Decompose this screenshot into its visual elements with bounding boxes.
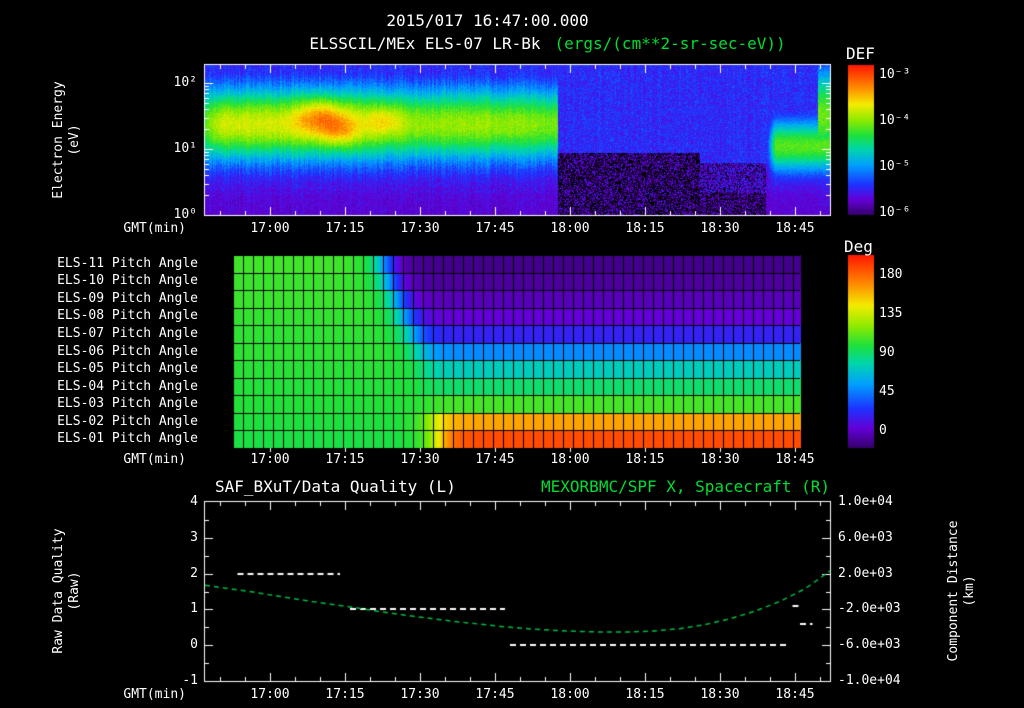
- colorbar-tick-label: 180: [879, 267, 903, 282]
- pitch-row-label: ELS-08 Pitch Angle: [57, 308, 198, 323]
- deg-colorbar-title: Deg: [844, 237, 873, 256]
- axis-title-line1: Electron Energy: [51, 81, 66, 199]
- x-tick-label: 18:15: [625, 221, 665, 236]
- x-tick-label: 17:45: [475, 687, 515, 702]
- x-tick-label: 18:00: [550, 687, 590, 702]
- left-axis-tick-label: -1: [182, 673, 198, 688]
- left-axis-tick-label: 1: [190, 601, 198, 616]
- x-tick-label: 18:15: [625, 452, 665, 467]
- x-tick-label: 17:30: [400, 687, 440, 702]
- instrument-title: ELSSCIL/MEx ELS-07 LR-Bk: [309, 34, 541, 53]
- pitch-row-label: ELS-06 Pitch Angle: [57, 344, 198, 359]
- x-tick-label: 18:30: [700, 452, 740, 467]
- left-axis-tick-label: 3: [190, 530, 198, 545]
- axis-title-line2: (km): [962, 575, 977, 607]
- pitch-row-label: ELS-10 Pitch Angle: [57, 273, 198, 288]
- main-title: 2015/017 16:47:00.000: [386, 11, 589, 30]
- x-tick-label: 17:15: [325, 221, 365, 236]
- x-tick-label: 18:45: [775, 221, 815, 236]
- x-tick-label: 18:00: [550, 452, 590, 467]
- raw-data-quality-axis-title: Raw Data Quality (Raw): [50, 506, 84, 676]
- right-axis-tick-label: -6.0e+03: [838, 637, 901, 652]
- pitch-row-label: ELS-03 Pitch Angle: [57, 396, 198, 411]
- units-title: (ergs/(cm**2-sr-sec-eV)): [554, 34, 786, 53]
- pitch-row-label: ELS-04 Pitch Angle: [57, 379, 198, 394]
- def-colorbar-title: DEF: [846, 44, 875, 63]
- y-tick-label: 10⁰: [173, 207, 197, 222]
- x-tick-label: 17:30: [400, 452, 440, 467]
- x-tick-label: 17:45: [475, 452, 515, 467]
- x-tick-label: 17:45: [475, 221, 515, 236]
- gmt-label-spectrogram: GMT(min): [123, 221, 186, 236]
- left-series-title: SAF_BXuT/Data Quality (L): [215, 477, 456, 496]
- colorbar-tick-label: 135: [879, 306, 903, 321]
- x-tick-label: 17:15: [325, 452, 365, 467]
- x-tick-label: 18:15: [625, 687, 665, 702]
- left-axis-tick-label: 2: [190, 566, 198, 581]
- axis-title-line1: Raw Data Quality: [51, 528, 66, 654]
- x-tick-label: 18:00: [550, 221, 590, 236]
- x-tick-label: 18:30: [700, 687, 740, 702]
- pitch-row-label: ELS-09 Pitch Angle: [57, 291, 198, 306]
- colorbar-tick-label: 10⁻⁴: [879, 113, 911, 128]
- x-tick-label: 17:00: [250, 452, 290, 467]
- right-axis-tick-label: -1.0e+04: [838, 673, 901, 688]
- axis-title-line2: (eV): [67, 124, 82, 156]
- axis-title-line1: Component Distance: [946, 520, 961, 662]
- colorbar-tick-label: 10⁻³: [879, 67, 911, 82]
- x-tick-label: 17:00: [250, 687, 290, 702]
- pitch-row-label: ELS-02 Pitch Angle: [57, 414, 198, 429]
- component-distance-axis-title: Component Distance (km): [945, 506, 979, 676]
- colorbar-tick-label: 0: [879, 423, 887, 438]
- colorbar-tick-label: 10⁻⁵: [879, 159, 911, 174]
- axis-title-line2: (Raw): [67, 571, 82, 611]
- electron-energy-axis-title: Electron Energy (eV): [50, 55, 84, 225]
- colorbar-tick-label: 10⁻⁶: [879, 205, 911, 220]
- gmt-label-pitch: GMT(min): [123, 452, 186, 467]
- right-series-title: MEXORBMC/SPF X, Spacecraft (R): [541, 477, 830, 496]
- colorbar-tick-label: 45: [879, 384, 895, 399]
- x-tick-label: 18:45: [775, 452, 815, 467]
- x-tick-label: 17:00: [250, 221, 290, 236]
- left-axis-tick-label: 0: [190, 637, 198, 652]
- pitch-row-label: ELS-11 Pitch Angle: [57, 256, 198, 271]
- pitch-row-label: ELS-07 Pitch Angle: [57, 326, 198, 341]
- subtitle: ELSSCIL/MEx ELS-07 LR-Bk (ergs/(cm**2-sr…: [235, 35, 860, 53]
- gmt-label-line: GMT(min): [123, 687, 186, 702]
- x-tick-label: 17:15: [325, 687, 365, 702]
- x-tick-label: 18:30: [700, 221, 740, 236]
- left-axis-tick-label: 4: [190, 494, 198, 509]
- colorbar-tick-label: 90: [879, 345, 895, 360]
- y-tick-label: 10¹: [173, 141, 197, 156]
- pitch-row-label: ELS-05 Pitch Angle: [57, 361, 198, 376]
- x-tick-label: 18:45: [775, 687, 815, 702]
- x-tick-label: 17:30: [400, 221, 440, 236]
- right-axis-tick-label: 2.0e+03: [838, 566, 893, 581]
- y-tick-label: 10²: [173, 75, 197, 90]
- right-axis-tick-label: -2.0e+03: [838, 601, 901, 616]
- right-axis-tick-label: 1.0e+04: [838, 494, 893, 509]
- right-axis-tick-label: 6.0e+03: [838, 530, 893, 545]
- pitch-row-label: ELS-01 Pitch Angle: [57, 431, 198, 446]
